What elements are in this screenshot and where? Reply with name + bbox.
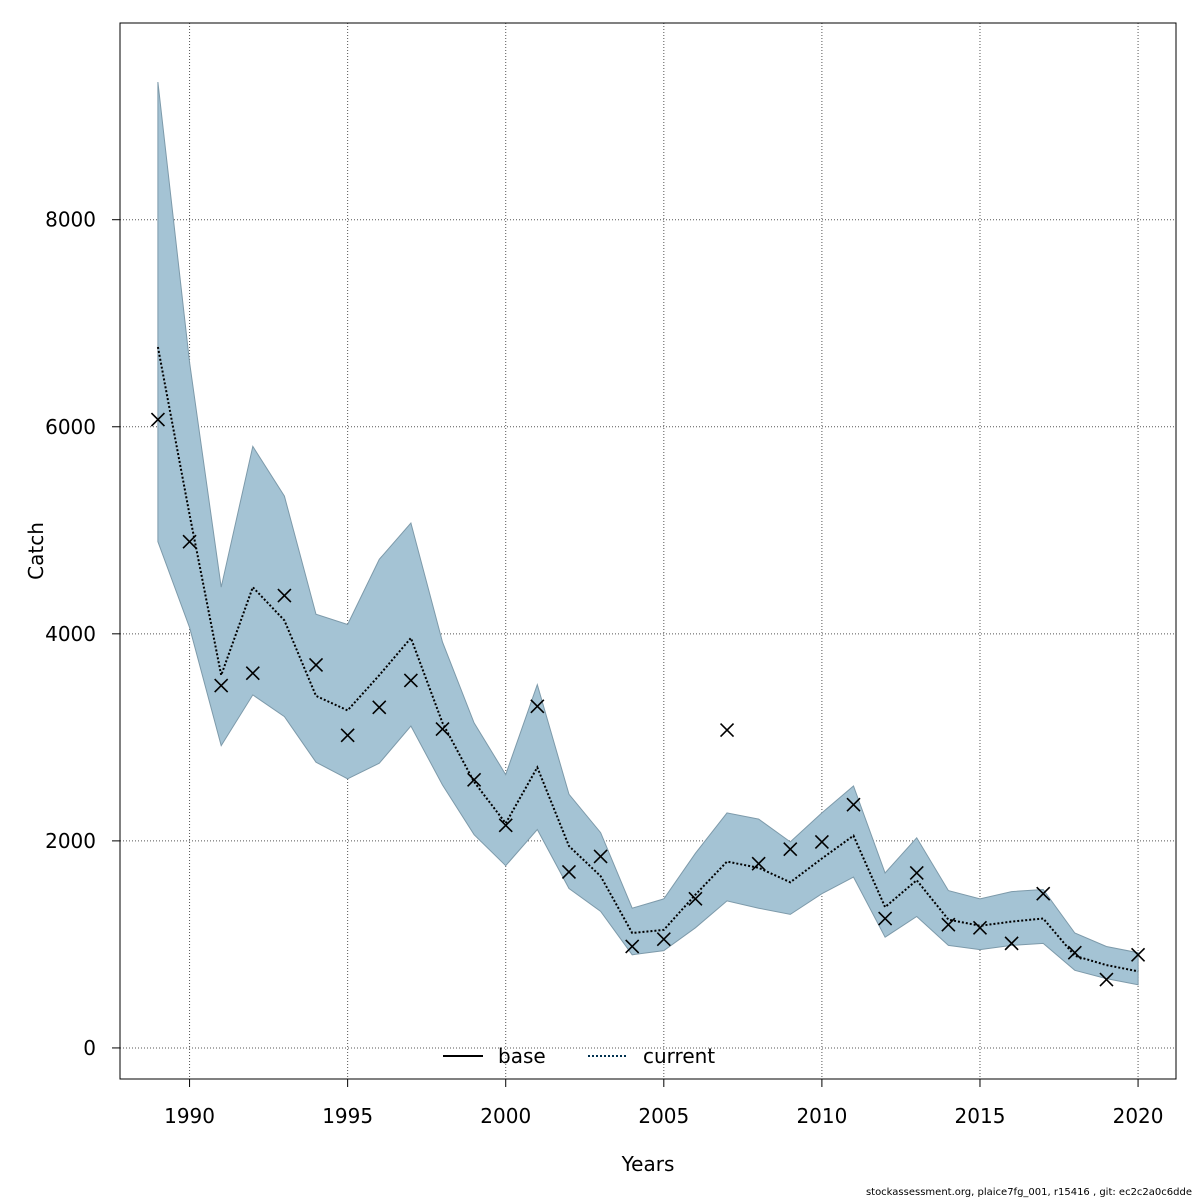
observed-point-1992 xyxy=(245,666,260,681)
observed-point-2015 xyxy=(972,920,988,935)
y-axis: 0 2000 4000 6000 8000 xyxy=(45,208,121,1060)
x-tick-label-2020: 2020 xyxy=(1113,1104,1164,1128)
legend: base current xyxy=(443,1044,715,1068)
observed-point-1995 xyxy=(340,728,355,743)
observed-point-1989 xyxy=(150,412,166,427)
observed-point-2007 xyxy=(719,723,735,738)
observed-point-1996 xyxy=(372,700,387,715)
observed-point-2014 xyxy=(941,917,956,932)
observed-point-2019 xyxy=(1099,972,1114,987)
observed-point-2016 xyxy=(1004,936,1019,951)
y-tick-label-6000: 6000 xyxy=(45,415,96,439)
observed-point-1993 xyxy=(277,588,292,603)
x-axis-title: Years xyxy=(621,1152,675,1176)
y-tick-label-4000: 4000 xyxy=(45,622,96,646)
observed-point-2008 xyxy=(751,856,766,871)
y-tick-label-0: 0 xyxy=(83,1036,96,1060)
observed-point-2006 xyxy=(688,891,703,906)
observed-point-2017 xyxy=(1036,886,1051,901)
observed-point-2018 xyxy=(1067,945,1082,960)
observed-point-2005 xyxy=(656,932,671,947)
legend-current-label: current xyxy=(643,1044,715,1068)
current-series-line xyxy=(156,346,1139,973)
observed-point-2011 xyxy=(846,797,861,812)
observed-point-2009 xyxy=(783,842,798,857)
observed-point-2004 xyxy=(625,939,640,954)
observed-point-1997 xyxy=(403,673,418,688)
y-tick-label-8000: 8000 xyxy=(45,208,96,232)
observed-point-1994 xyxy=(308,657,324,672)
observed-point-1998 xyxy=(435,722,450,737)
observed-point-2002 xyxy=(561,864,577,880)
legend-base-label: base xyxy=(498,1044,546,1068)
observed-point-1991 xyxy=(214,678,229,693)
y-tick-label-2000: 2000 xyxy=(45,829,96,853)
y-axis-title: Catch xyxy=(24,522,48,580)
footer-credit: stockassessment.org, plaice7fg_001, r154… xyxy=(865,1187,1192,1198)
x-tick-label-2010: 2010 xyxy=(796,1104,847,1128)
observed-point-2012 xyxy=(878,911,893,926)
observed-point-2020 xyxy=(1130,947,1146,962)
x-tick-label-2005: 2005 xyxy=(638,1104,689,1128)
observed-point-2000 xyxy=(498,818,513,833)
observed-point-2003 xyxy=(593,849,608,864)
x-tick-label-1995: 1995 xyxy=(322,1104,373,1128)
observed-point-1990 xyxy=(182,534,197,549)
x-tick-label-2015: 2015 xyxy=(955,1104,1006,1128)
observed-point-2013 xyxy=(909,865,924,881)
observed-point-2001 xyxy=(530,699,545,714)
confidence-band xyxy=(157,81,1139,986)
x-tick-label-1990: 1990 xyxy=(164,1104,215,1128)
x-axis: 1990 1995 2000 2005 2010 2015 2020 xyxy=(164,1078,1164,1128)
observed-point-1999 xyxy=(467,772,482,787)
x-tick-label-2000: 2000 xyxy=(480,1104,531,1128)
observed-point-2010 xyxy=(814,834,829,849)
observed-catch-points xyxy=(150,412,1146,987)
